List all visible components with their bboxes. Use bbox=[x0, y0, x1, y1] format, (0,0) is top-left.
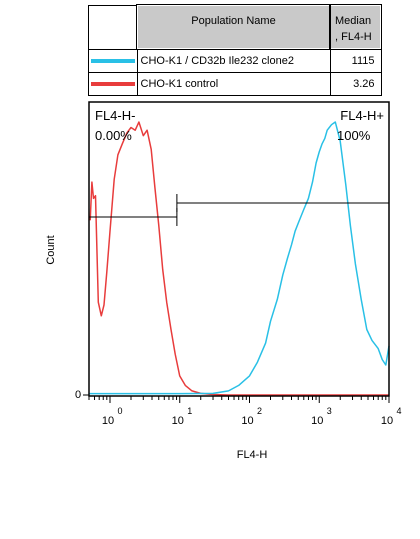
y-tick-label-zero: 0 bbox=[75, 389, 81, 401]
x-tick-label: 10 bbox=[172, 415, 184, 427]
legend-series-name: CHO-K1 control bbox=[136, 72, 331, 96]
legend-header-median-line1: Median bbox=[335, 15, 372, 27]
legend-swatch-cell bbox=[88, 48, 138, 73]
x-tick-label: 10 bbox=[381, 415, 393, 427]
x-tick-exponent: 0 bbox=[117, 406, 122, 416]
plot-layer bbox=[89, 121, 390, 396]
gate-layer bbox=[89, 194, 389, 226]
x-tick-exponent: 4 bbox=[396, 406, 401, 416]
x-tick-label: 10 bbox=[241, 415, 253, 427]
gate-negative-label: FL4-H- bbox=[95, 108, 135, 123]
x-tick-label: 10 bbox=[102, 415, 114, 427]
series-line-clone2 bbox=[89, 121, 390, 395]
x-tick-exponent: 3 bbox=[327, 406, 332, 416]
legend-header-population: Population Name bbox=[136, 4, 331, 50]
legend-row: CHO-K1 control 3.26 bbox=[88, 72, 382, 96]
series-line-control bbox=[89, 121, 389, 396]
gate-negative-percent: 0.00% bbox=[95, 128, 132, 143]
legend-header-median-line2: , FL4-H bbox=[335, 30, 372, 43]
legend-swatch-red bbox=[90, 82, 135, 87]
legend-header-population-label: Population Name bbox=[191, 15, 276, 27]
legend-series-median: 1115 bbox=[329, 48, 382, 73]
gate-positive-label: FL4-H+ bbox=[340, 108, 384, 123]
x-tick-exponent: 2 bbox=[257, 406, 262, 416]
plot-frame bbox=[88, 101, 390, 397]
legend-series-median: 3.26 bbox=[329, 72, 382, 96]
x-tick-exponent: 1 bbox=[187, 406, 192, 416]
x-axis-label: FL4-H bbox=[237, 449, 268, 461]
legend-table: Population Name Median , FL4-H CHO-K1 / … bbox=[88, 4, 382, 96]
legend-swatch-cell bbox=[88, 72, 138, 96]
gate-positive-percent: 100% bbox=[337, 128, 371, 143]
legend-swatch-cyan bbox=[90, 58, 135, 63]
legend-header-blank bbox=[88, 4, 138, 50]
y-axis-label: Count bbox=[45, 235, 57, 264]
x-tick-label: 10 bbox=[311, 415, 323, 427]
legend-row: CHO-K1 / CD32b Ile232 clone2 1115 bbox=[88, 48, 382, 73]
legend-header-median: Median , FL4-H bbox=[329, 4, 382, 50]
